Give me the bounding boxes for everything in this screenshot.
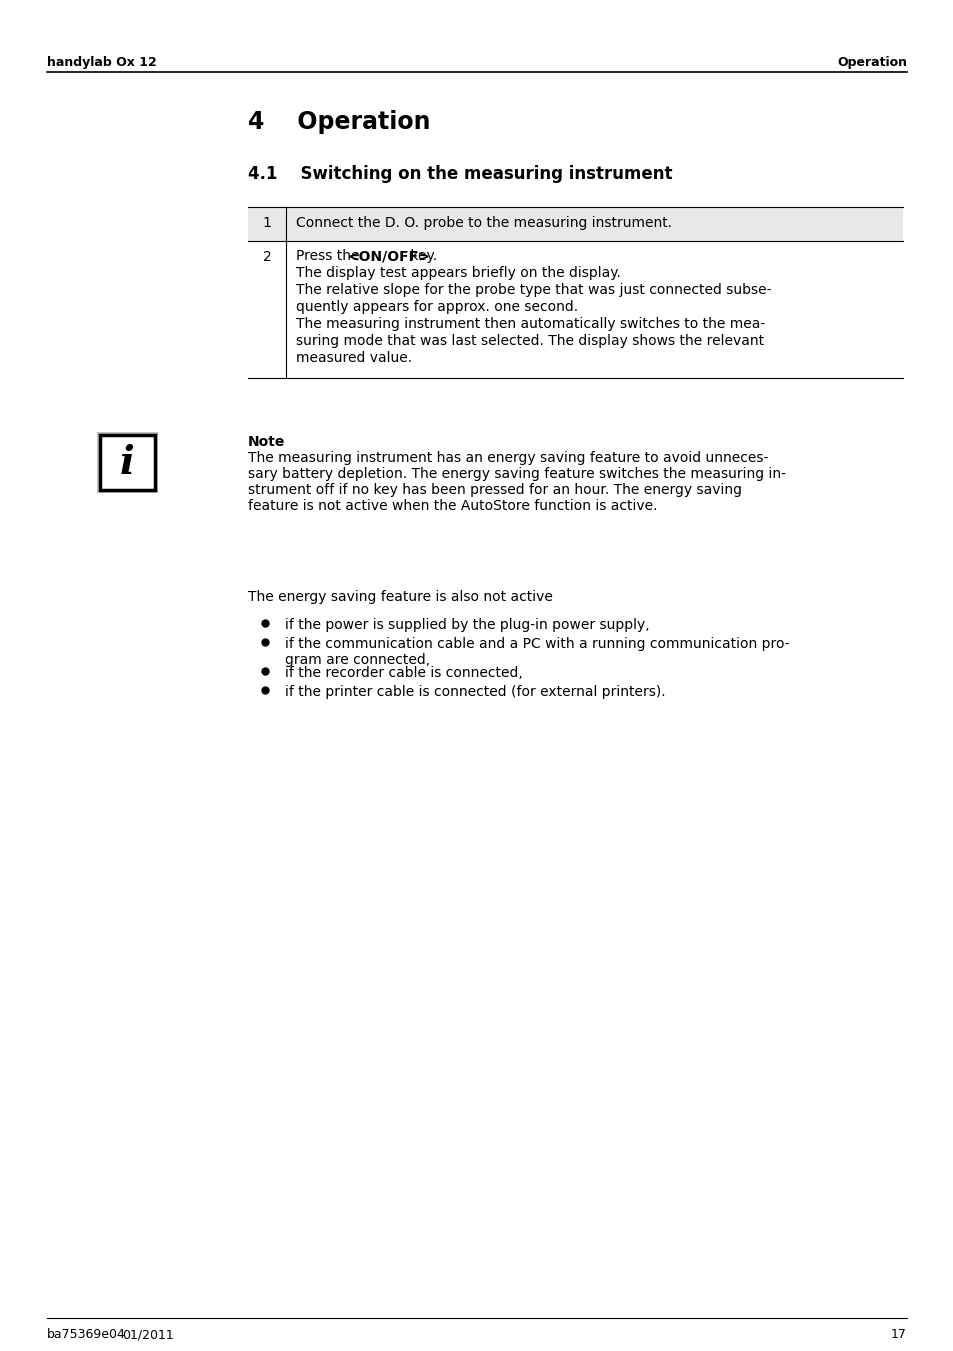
- Text: Connect the D. O. probe to the measuring instrument.: Connect the D. O. probe to the measuring…: [295, 216, 672, 230]
- Text: The relative slope for the probe type that was just connected subse-: The relative slope for the probe type th…: [295, 282, 771, 297]
- Text: i: i: [120, 443, 134, 481]
- Text: The energy saving feature is also not active: The energy saving feature is also not ac…: [248, 590, 553, 604]
- Text: <ON/OFF>: <ON/OFF>: [348, 249, 431, 263]
- Bar: [97, 432, 158, 493]
- Text: sary battery depletion. The energy saving feature switches the measuring in-: sary battery depletion. The energy savin…: [248, 467, 785, 481]
- Text: strument off if no key has been pressed for an hour. The energy saving: strument off if no key has been pressed …: [248, 484, 741, 497]
- Text: if the power is supplied by the plug-in power supply,: if the power is supplied by the plug-in …: [285, 617, 649, 632]
- Text: feature is not active when the AutoStore function is active.: feature is not active when the AutoStore…: [248, 499, 657, 513]
- Bar: [100, 435, 154, 490]
- Text: The measuring instrument then automatically switches to the mea-: The measuring instrument then automatica…: [295, 317, 764, 331]
- Text: 4.1    Switching on the measuring instrument: 4.1 Switching on the measuring instrumen…: [248, 165, 672, 182]
- Bar: [248, 207, 902, 240]
- Text: if the communication cable and a PC with a running communication pro-: if the communication cable and a PC with…: [285, 638, 789, 651]
- Text: handylab Ox 12: handylab Ox 12: [47, 55, 156, 69]
- Text: key.: key.: [406, 249, 436, 263]
- Text: if the printer cable is connected (for external printers).: if the printer cable is connected (for e…: [285, 685, 665, 698]
- Text: ba75369e04: ba75369e04: [47, 1328, 126, 1342]
- Text: Note: Note: [248, 435, 285, 449]
- Text: measured value.: measured value.: [295, 351, 412, 365]
- Text: if the recorder cable is connected,: if the recorder cable is connected,: [285, 666, 522, 680]
- Text: 17: 17: [890, 1328, 906, 1342]
- Text: 4    Operation: 4 Operation: [248, 109, 430, 134]
- Text: gram are connected,: gram are connected,: [285, 653, 430, 667]
- Text: 01/2011: 01/2011: [122, 1328, 173, 1342]
- Text: 2: 2: [262, 250, 271, 263]
- Text: quently appears for approx. one second.: quently appears for approx. one second.: [295, 300, 578, 313]
- Text: 1: 1: [262, 216, 272, 230]
- Text: The display test appears briefly on the display.: The display test appears briefly on the …: [295, 266, 620, 280]
- Text: Operation: Operation: [836, 55, 906, 69]
- Text: suring mode that was last selected. The display shows the relevant: suring mode that was last selected. The …: [295, 334, 763, 349]
- Text: Press the: Press the: [295, 249, 363, 263]
- Text: The measuring instrument has an energy saving feature to avoid unneces-: The measuring instrument has an energy s…: [248, 451, 767, 465]
